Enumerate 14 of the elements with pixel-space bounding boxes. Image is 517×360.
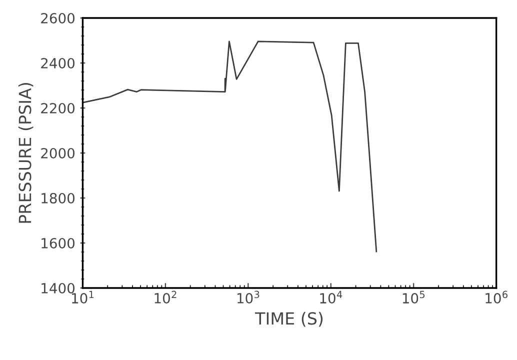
y-tick-label: 1600 bbox=[42, 238, 75, 248]
y-tick-label: 2400 bbox=[41, 58, 75, 68]
y-tick-label: 2600 bbox=[41, 12, 75, 24]
y-tick-label: 2200 bbox=[41, 102, 75, 114]
y-tick-label: 1800 bbox=[42, 192, 75, 204]
y-tick-label: 2000 bbox=[41, 148, 75, 158]
y-tick-label: 1400 bbox=[42, 282, 75, 294]
x-tick-label: 10$^{2}$ bbox=[154, 290, 176, 304]
x-axis-title: TIME (S) bbox=[255, 312, 323, 327]
x-tick-label: 10$^{6}$ bbox=[486, 290, 508, 304]
y-axis-title: PRESSURE (PSIA) bbox=[18, 82, 34, 223]
x-tick-label: 10$^{4}$ bbox=[320, 290, 342, 304]
x-tick-label: 10$^{5}$ bbox=[402, 290, 425, 304]
x-tick-label: 10$^{3}$ bbox=[237, 290, 260, 304]
